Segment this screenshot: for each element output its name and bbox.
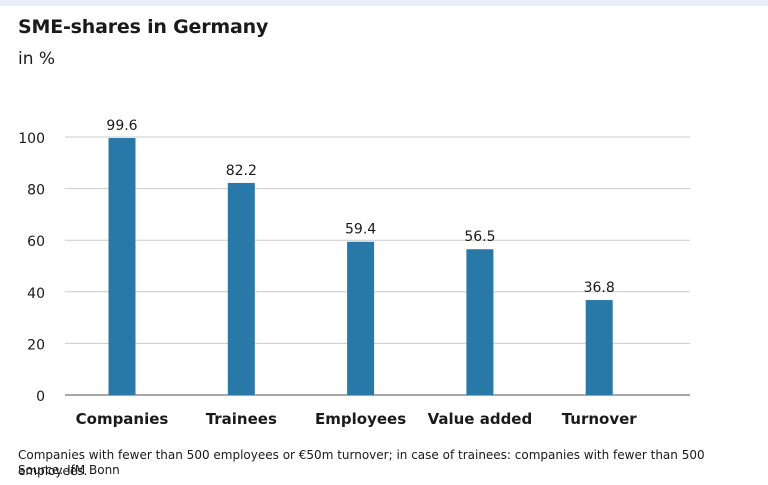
data-label: 59.4: [345, 222, 376, 238]
bar-value-added: [466, 249, 494, 395]
category-label: Turnover: [562, 410, 638, 428]
footnote: Companies with fewer than 500 employees …: [18, 448, 705, 478]
category-label: Value added: [428, 410, 533, 428]
bar-employees: [347, 241, 375, 395]
bar-turnover: [585, 300, 613, 395]
category-label: Companies: [76, 410, 169, 428]
y-tick-label: 80: [27, 183, 45, 199]
category-label: Trainees: [206, 410, 277, 428]
y-tick-label: 40: [27, 286, 45, 302]
top-bar: [0, 0, 768, 6]
bar-companies: [108, 138, 136, 396]
bar-trainees: [227, 182, 255, 395]
category-label: Employees: [315, 410, 406, 428]
data-label: 99.6: [106, 118, 137, 134]
source-note: Source: IfM Bonn: [18, 463, 120, 477]
y-tick-label: 0: [36, 389, 45, 405]
data-label: 56.5: [464, 229, 495, 245]
y-tick-label: 20: [27, 337, 45, 353]
y-tick-label: 100: [18, 131, 45, 147]
y-tick-label: 60: [27, 234, 45, 250]
chart-title: SME-shares in Germany: [18, 16, 269, 38]
data-label: 82.2: [226, 163, 257, 179]
data-label: 36.8: [584, 280, 615, 296]
chart-subtitle: in %: [18, 49, 56, 69]
bar-chart: 0 20 40 60 80 100 99.6 Companies 82.2 Trainees 59.…: [18, 118, 690, 428]
